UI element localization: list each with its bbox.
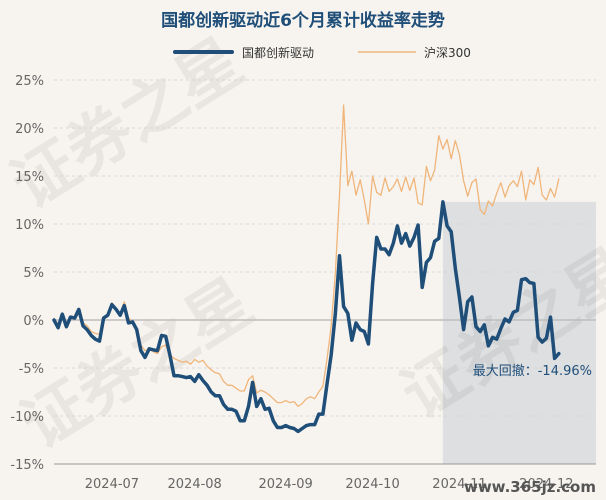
x-tick-label-0: 2024-07 xyxy=(85,477,139,492)
y-tick-label-6: -5% xyxy=(19,362,44,377)
series-layer xyxy=(52,104,561,434)
x-axis: 2024-07 2024-08 2024-09 2024-10 2024-11 2024-… xyxy=(54,463,596,492)
y-tick-label-8: -15% xyxy=(10,458,44,473)
y-tick-label-0: 25% xyxy=(15,74,44,89)
x-tick-label-4: 2024-11 xyxy=(432,477,486,492)
chart-title: 国都创新驱动近6个月累计收益率走势 xyxy=(161,10,445,31)
y-tick-label-5: 0% xyxy=(23,314,44,329)
x-tick-label-5: 2024-12 xyxy=(519,477,573,492)
y-tick-label-1: 20% xyxy=(15,122,44,137)
x-tick-label-1: 2024-08 xyxy=(168,477,222,492)
series-line-fund xyxy=(52,200,561,434)
max-drawdown-region xyxy=(442,201,596,465)
x-tick-label-3: 2024-10 xyxy=(345,477,399,492)
y-tick-label-2: 15% xyxy=(15,170,44,185)
legend-label-index: 沪深300 xyxy=(424,46,471,60)
legend: 国都创新驱动 沪深300 xyxy=(173,45,471,60)
site-watermark: www.365jz.com xyxy=(464,478,596,496)
legend-label-fund: 国都创新驱动 xyxy=(242,45,314,60)
drawdown-layer xyxy=(442,201,596,465)
watermark-text-2: 证券之星 xyxy=(9,265,265,463)
y-axis: 25% 20% 15% 10% 5% 0% -5% -10% -15% xyxy=(10,74,44,473)
x-tick-label-2: 2024-09 xyxy=(259,477,313,492)
max-drawdown-label: 最大回撤：-14.96% xyxy=(473,363,592,379)
y-tick-label-3: 10% xyxy=(15,218,44,233)
y-tick-label-4: 5% xyxy=(23,266,44,281)
y-tick-label-7: -10% xyxy=(10,410,44,425)
